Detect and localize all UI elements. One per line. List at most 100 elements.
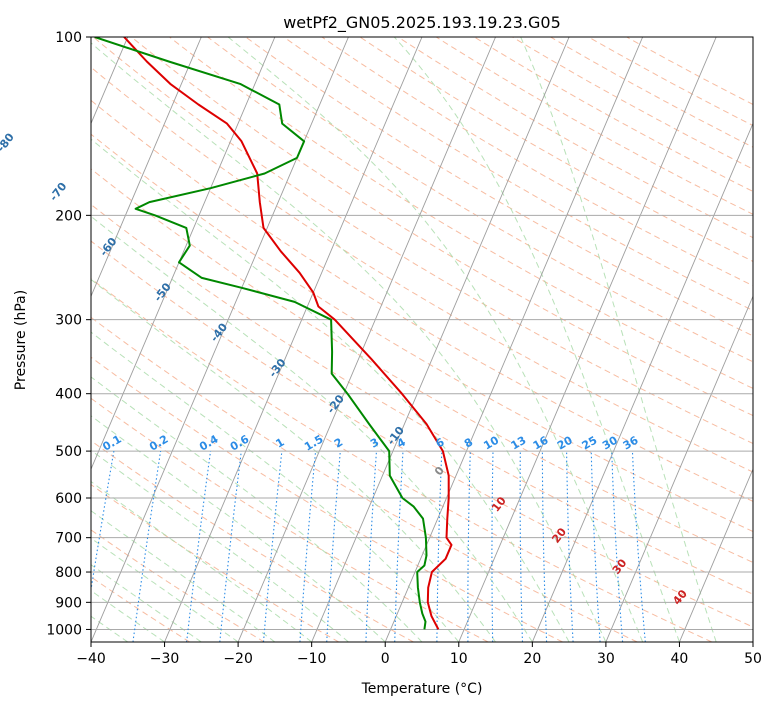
dry-adiabat-line <box>91 397 489 642</box>
dry-adiabat-line <box>207 37 753 363</box>
y-tick-label: 500 <box>55 444 82 460</box>
mixing-ratio-line <box>186 451 212 642</box>
mixing-ratio-line <box>219 451 242 642</box>
isotherm-line <box>164 37 423 642</box>
x-axis-title: Temperature (°C) <box>361 681 483 697</box>
isotherm-line <box>91 37 276 471</box>
x-tick-label: 10 <box>450 651 468 667</box>
isotherm-line <box>605 295 753 642</box>
x-tick-label: −20 <box>223 651 253 667</box>
dry-adiabat-line <box>321 37 753 287</box>
y-tick-label: 200 <box>55 208 82 224</box>
isotherm-label: -40 <box>208 320 231 344</box>
moist-adiabat-line <box>520 37 717 642</box>
dry-adiabat-line <box>91 66 753 473</box>
dry-adiabat-line <box>245 37 753 337</box>
moist-adiabat-line <box>91 510 276 642</box>
isotherm-label: -30 <box>266 356 289 380</box>
x-tick-label: −40 <box>76 651 106 667</box>
dry-adiabat-line <box>92 37 753 445</box>
mixing-ratio-line <box>491 451 494 642</box>
mixing-ratio-line <box>132 451 162 642</box>
temperature-line <box>123 37 453 630</box>
y-tick-label: 600 <box>55 491 82 507</box>
isotherm-label: 20 <box>549 525 569 545</box>
dry-adiabat-line <box>91 168 753 563</box>
y-tick-label: 900 <box>55 595 82 611</box>
moist-adiabat-line <box>91 278 496 642</box>
mixing-ratio-line <box>566 451 574 642</box>
x-tick-label: 20 <box>523 651 541 667</box>
mixing-ratio-line <box>436 451 443 642</box>
plot-frame <box>90 36 754 643</box>
dry-adiabat-line <box>91 316 638 642</box>
dewpoint-line <box>94 37 428 630</box>
dry-adiabat-line <box>91 203 753 595</box>
mixing-ratio-label: 1 <box>274 436 287 451</box>
dry-adiabat-line <box>550 37 753 148</box>
plot-background-lines <box>91 37 753 642</box>
y-tick-label: 300 <box>55 313 82 329</box>
y-tick-label: 700 <box>55 531 82 547</box>
profile-series <box>94 37 453 630</box>
moist-adiabat-line <box>91 589 165 642</box>
isotherm-label: -80 <box>0 130 17 154</box>
mixing-ratio-label: 0.4 <box>197 432 221 453</box>
moist-adiabat-line <box>393 37 680 642</box>
dry-adiabat-line <box>91 278 713 642</box>
mixing-ratio-label: 36 <box>621 433 641 452</box>
dry-adiabat-line <box>91 529 265 642</box>
dry-adiabat-line <box>91 240 753 628</box>
inline-labels: 0.10.20.40.611.52346810131620253036-100-… <box>0 130 690 607</box>
dry-adiabat-line <box>435 37 753 215</box>
y-tick-label: 100 <box>55 30 82 46</box>
isotherm-line <box>91 37 202 298</box>
mixing-ratio-line <box>91 451 115 594</box>
isotherm-label: 0 <box>432 464 447 478</box>
isotherm-line <box>311 37 570 642</box>
isotherm-line <box>752 640 753 642</box>
y-tick-label: 800 <box>55 565 82 581</box>
moist-adiabat-line <box>91 564 202 642</box>
dry-adiabat-line <box>169 37 753 389</box>
isotherm-label: -20 <box>324 392 347 416</box>
dry-adiabat-line <box>588 37 753 127</box>
moist-adiabat-line <box>91 415 386 642</box>
moist-adiabat-line <box>91 138 570 642</box>
moist-adiabat-line <box>91 449 349 642</box>
isotherm-line <box>531 122 753 642</box>
y-axis-title: Pressure (hPa) <box>13 290 29 390</box>
mixing-ratio-line <box>262 451 283 642</box>
mixing-ratio-label: 20 <box>555 433 575 452</box>
mixing-ratio-label: 30 <box>600 433 620 452</box>
x-tick-label: 40 <box>671 651 689 667</box>
x-tick-label: 50 <box>744 651 762 667</box>
mixing-ratio-label: 25 <box>580 434 600 453</box>
mixing-ratio-label: 8 <box>462 436 475 451</box>
x-tick-label: 0 <box>381 651 390 667</box>
mixing-ratio-label: 0.6 <box>228 432 252 453</box>
dry-adiabat-line <box>91 440 414 642</box>
isotherm-label: -70 <box>47 180 70 204</box>
isotherm-label: 30 <box>610 556 630 576</box>
moist-adiabat-line <box>91 537 239 642</box>
x-tick-label: −10 <box>297 651 327 667</box>
isotherm-line <box>458 37 717 642</box>
y-tick-label: 1000 <box>46 622 82 638</box>
mixing-ratio-label: 2 <box>332 436 345 451</box>
dry-adiabat-line <box>474 37 753 193</box>
isotherm-line <box>384 37 644 642</box>
dry-adiabat-line <box>131 37 753 417</box>
mixing-ratio-line <box>299 451 317 642</box>
moist-adiabat-line <box>91 42 607 642</box>
isotherm-label: -60 <box>97 235 120 259</box>
chart-title: wetPf2_GN05.2025.193.19.23.G05 <box>283 13 561 33</box>
dry-adiabat-line <box>91 133 753 533</box>
isotherm-line <box>679 467 753 642</box>
moist-adiabat-line <box>91 480 312 642</box>
moist-adiabat-line <box>91 215 533 642</box>
mixing-ratio-line <box>631 451 646 642</box>
dry-adiabat-line <box>397 37 753 239</box>
y-tick-label: 400 <box>55 387 82 403</box>
